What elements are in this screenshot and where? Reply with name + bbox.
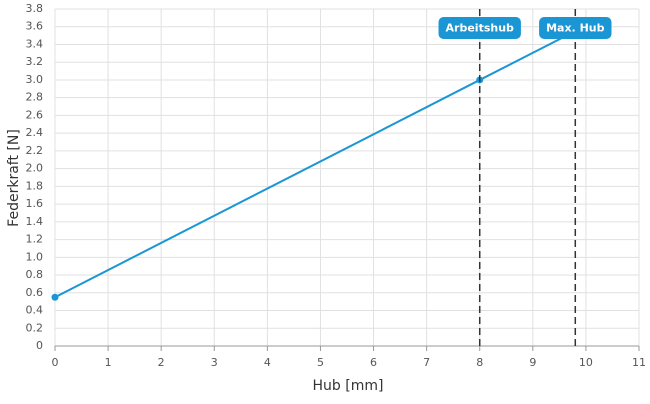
data-point — [51, 293, 59, 301]
annotation-box — [539, 17, 612, 39]
y-tick-label: 2.4 — [26, 126, 44, 139]
x-axis-label: Hub [mm] — [313, 378, 384, 394]
y-tick-label: 1.2 — [26, 233, 44, 246]
x-tick-label: 8 — [476, 356, 483, 369]
annotation-label: Arbeitshub — [438, 17, 521, 39]
x-tick-label: 9 — [529, 356, 536, 369]
x-tick-label: 3 — [211, 356, 218, 369]
y-tick-label: 1.6 — [26, 197, 44, 210]
x-tick-label: 7 — [423, 356, 430, 369]
y-tick-label: 3.8 — [26, 2, 44, 15]
y-tick-label: 0.6 — [26, 286, 44, 299]
annotation-box — [438, 17, 521, 39]
y-axis-label: Federkraft [N] — [6, 129, 22, 227]
y-tick-label: 3.0 — [26, 73, 44, 86]
y-tick-label: 0.8 — [26, 268, 44, 281]
x-tick-label: 2 — [158, 356, 165, 369]
x-tick-label: 6 — [370, 356, 377, 369]
x-tick-label: 4 — [264, 356, 271, 369]
y-tick-label: 2.0 — [26, 162, 44, 175]
y-tick-label: 0 — [36, 339, 43, 352]
y-tick-label: 3.4 — [26, 37, 44, 50]
y-tick-label: 2.8 — [26, 91, 44, 104]
y-tick-label: 1.8 — [26, 179, 44, 192]
y-tick-label: 0.2 — [26, 321, 44, 334]
y-tick-label: 1.4 — [26, 215, 44, 228]
annotation-text: Max. Hub — [546, 22, 605, 35]
x-tick-label: 10 — [579, 356, 593, 369]
x-tick-label: 1 — [105, 356, 112, 369]
y-tick-label: 3.2 — [26, 55, 44, 68]
annotation-label: Max. Hub — [539, 17, 612, 39]
x-tick-label: 5 — [317, 356, 324, 369]
y-tick-label: 1.0 — [26, 250, 44, 263]
y-tick-label: 2.2 — [26, 144, 44, 157]
y-tick-label: 3.6 — [26, 20, 44, 33]
x-tick-label: 0 — [52, 356, 59, 369]
x-tick-label: 11 — [632, 356, 646, 369]
annotation-text: Arbeitshub — [446, 22, 515, 35]
y-tick-label: 2.6 — [26, 108, 44, 121]
y-tick-label: 0.4 — [26, 304, 44, 317]
